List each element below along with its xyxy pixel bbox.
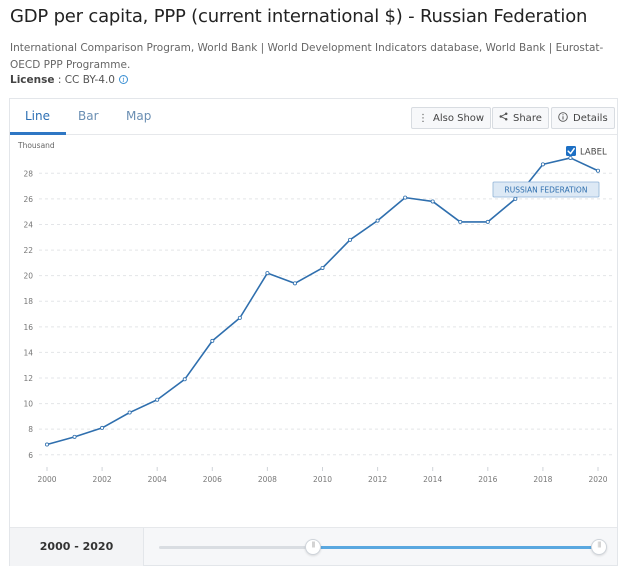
- tab-line[interactable]: Line: [25, 109, 51, 123]
- y-tick-label: 12: [23, 374, 33, 383]
- data-point: [155, 397, 160, 402]
- x-tick-label: 2008: [258, 475, 277, 484]
- data-point: [45, 442, 50, 447]
- x-tick-label: 2012: [368, 475, 387, 484]
- y-tick-label: 16: [23, 323, 33, 332]
- range-label: 2000 - 2020: [10, 528, 144, 566]
- y-tick-label: 20: [23, 272, 33, 281]
- details-label: Details: [573, 112, 608, 124]
- data-point: [485, 219, 490, 224]
- data-point: [237, 315, 242, 320]
- page-title: GDP per capita, PPP (current internation…: [10, 6, 588, 27]
- share-button[interactable]: Share: [492, 107, 549, 129]
- data-point: [568, 155, 573, 160]
- range-end-handle[interactable]: [591, 539, 607, 555]
- data-point: [513, 196, 518, 201]
- series-label-box: [492, 181, 600, 198]
- x-tick-label: 2010: [313, 475, 332, 484]
- range-slider-fill: [313, 546, 600, 549]
- x-tick-label: 2006: [203, 475, 222, 484]
- tab-map[interactable]: Map: [126, 109, 152, 123]
- chart-panel: Line Bar Map ⋮ Also Show Share Details Th…: [9, 98, 618, 566]
- x-tick-label: 2000: [37, 475, 56, 484]
- tab-bar: Line Bar Map ⋮ Also Show Share Details: [10, 99, 617, 135]
- y-tick-label: 28: [23, 169, 33, 178]
- x-tick-label: 2020: [588, 475, 607, 484]
- data-point: [403, 195, 408, 200]
- x-tick-label: 2018: [533, 475, 552, 484]
- y-tick-label: 18: [23, 297, 33, 306]
- details-info-icon: [558, 111, 568, 125]
- data-point: [430, 199, 435, 204]
- y-tick-label: 10: [23, 400, 33, 409]
- data-point: [596, 168, 601, 173]
- y-tick-label: 6: [28, 451, 33, 460]
- tab-bar-chart[interactable]: Bar: [78, 109, 99, 123]
- y-tick-label: 8: [28, 425, 33, 434]
- data-point: [320, 265, 325, 270]
- license-value: : CC BY-4.0: [54, 74, 115, 86]
- also-show-button[interactable]: ⋮ Also Show: [411, 107, 492, 129]
- checkmark-icon: [567, 147, 575, 155]
- line-chart: Thousand 6 8 10 12 14 16 18 20 22 24 26 28 2000 2002 20…: [17, 141, 612, 484]
- share-label: Share: [513, 112, 542, 124]
- series-label: RUSSIAN FEDERATION: [505, 186, 588, 195]
- y-tick-label: 26: [23, 195, 33, 204]
- data-point: [210, 338, 215, 343]
- y-tick-label: 14: [23, 348, 33, 357]
- share-icon: [499, 112, 508, 124]
- license-label: License: [10, 74, 55, 86]
- data-point: [348, 237, 353, 242]
- data-point: [127, 410, 132, 415]
- data-point: [265, 271, 270, 276]
- details-button[interactable]: Details: [551, 107, 615, 129]
- data-point: [375, 218, 380, 223]
- active-tab-indicator: [10, 132, 66, 135]
- license-line: License : CC BY-4.0 i: [10, 74, 128, 86]
- label-checkbox-text: LABEL: [580, 148, 607, 158]
- x-tick-label: 2004: [148, 475, 167, 484]
- also-show-label: Also Show: [433, 112, 485, 124]
- x-tick-label: 2002: [93, 475, 112, 484]
- y-tick-label: 24: [23, 220, 33, 229]
- data-point: [292, 281, 297, 286]
- x-tick-label: 2016: [478, 475, 497, 484]
- y-axis-unit-label: Thousand: [17, 141, 55, 150]
- data-point: [100, 425, 105, 430]
- data-point: [72, 434, 77, 439]
- range-start-handle[interactable]: [305, 539, 322, 555]
- data-point: [458, 219, 463, 224]
- more-vertical-icon: ⋮: [418, 112, 428, 124]
- data-point: [540, 162, 545, 167]
- y-tick-label: 22: [23, 246, 33, 255]
- source-text: International Comparison Program, World …: [10, 42, 604, 71]
- x-tick-label: 2014: [423, 475, 442, 484]
- info-icon[interactable]: i: [118, 75, 128, 84]
- data-point: [182, 377, 187, 382]
- range-footer: 2000 - 2020: [10, 527, 617, 566]
